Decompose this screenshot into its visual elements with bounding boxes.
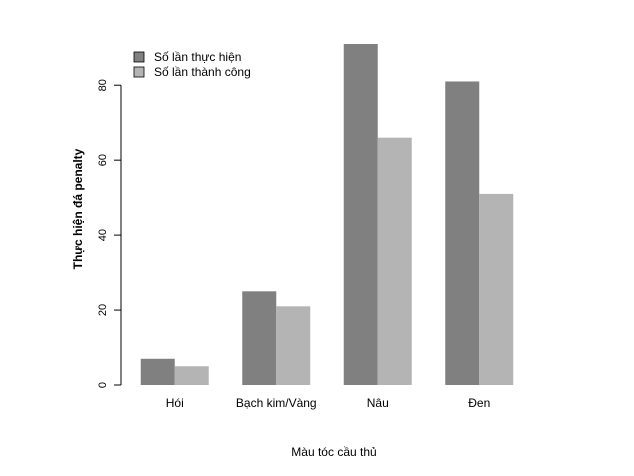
category-label: Nâu	[367, 396, 389, 410]
bar-attempts	[343, 44, 378, 385]
bar-attempts	[445, 81, 480, 385]
category-label: Hói	[166, 396, 184, 410]
y-tick-label: 40	[97, 229, 109, 241]
legend-swatch	[133, 66, 145, 78]
y-axis-title: Thực hiện đá penalty	[71, 148, 85, 269]
bars	[140, 44, 514, 385]
bar-attempts	[242, 291, 277, 385]
y-tick-label: 20	[97, 304, 109, 316]
y-tick-label: 80	[97, 79, 109, 91]
y-tick-label: 0	[97, 382, 109, 388]
category-label: Bạch kim/Vàng	[236, 396, 317, 410]
legend-label: Số lần thực hiện	[154, 50, 241, 64]
bar-success	[174, 366, 209, 385]
bar-attempts	[140, 358, 175, 385]
category-label: Đen	[468, 396, 490, 410]
y-tick-label: 60	[97, 154, 109, 166]
y-axis: 0 20 40 60 80	[97, 79, 122, 388]
x-axis-title: Màu tóc cầu thủ	[291, 445, 376, 459]
legend-swatch	[133, 51, 145, 63]
bar-success	[377, 137, 412, 385]
bar-success	[276, 306, 311, 385]
bar-success	[479, 193, 514, 385]
category-labels: Hói Bạch kim/Vàng Nâu Đen	[166, 396, 491, 410]
legend-label: Số lần thành công	[154, 65, 251, 79]
